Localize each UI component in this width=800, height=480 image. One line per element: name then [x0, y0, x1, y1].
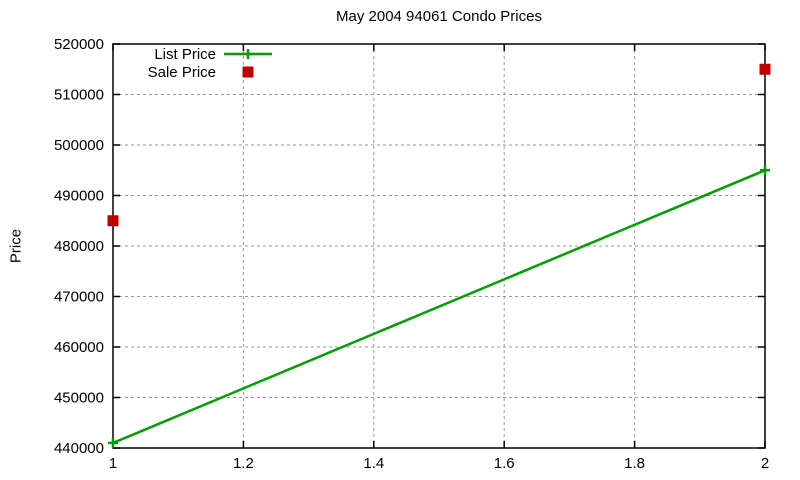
y-tick-label: 520000 — [54, 36, 104, 53]
y-tick-label: 510000 — [54, 87, 104, 104]
chart-title: May 2004 94061 Condo Prices — [336, 8, 542, 25]
legend-label-list-price: List Price — [154, 46, 216, 63]
y-tick-label: 460000 — [54, 339, 104, 356]
x-tick-label: 1.6 — [494, 455, 515, 472]
x-tick-label: 1 — [109, 455, 117, 472]
x-tick-label: 1.4 — [363, 455, 384, 472]
series-line-list-price — [112, 169, 766, 445]
x-tick-label: 1.2 — [233, 455, 254, 472]
y-tick-label: 440000 — [54, 440, 104, 457]
y-tick-label: 470000 — [54, 289, 104, 306]
y-tick-label: 480000 — [54, 238, 104, 255]
legend-marker-sale-price — [242, 66, 254, 78]
y-tick-label: 500000 — [54, 137, 104, 154]
y-tick-label: 490000 — [54, 188, 104, 205]
x-tick-label: 2 — [761, 455, 769, 472]
legend-label-sale-price: Sale Price — [148, 64, 216, 81]
y-tick-label: 450000 — [54, 390, 104, 407]
data-point-square-sale-price — [107, 215, 119, 227]
x-tick-label: 1.8 — [624, 455, 645, 472]
data-point-square-sale-price — [759, 63, 771, 75]
